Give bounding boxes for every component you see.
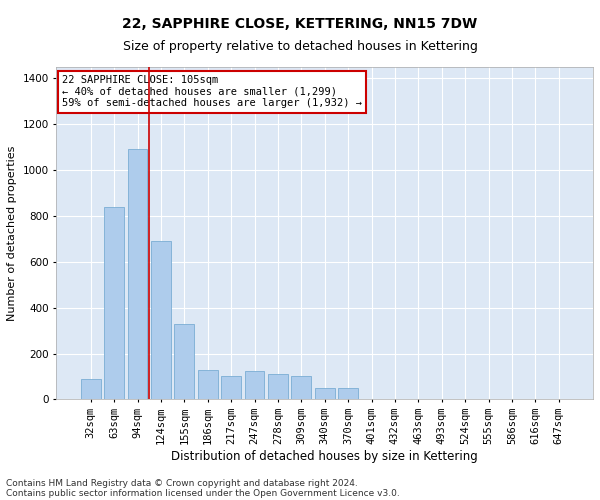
Bar [104,207,124,400]
Text: Size of property relative to detached houses in Kettering: Size of property relative to detached ho… [122,40,478,53]
Bar [128,150,148,400]
Bar [315,388,335,400]
Text: 22, SAPPHIRE CLOSE, KETTERING, NN15 7DW: 22, SAPPHIRE CLOSE, KETTERING, NN15 7DW [122,18,478,32]
Text: Contains public sector information licensed under the Open Government Licence v3: Contains public sector information licen… [6,488,400,498]
X-axis label: Distribution of detached houses by size in Kettering: Distribution of detached houses by size … [172,450,478,463]
Bar [292,376,311,400]
Bar [221,376,241,400]
Text: 22 SAPPHIRE CLOSE: 105sqm
← 40% of detached houses are smaller (1,299)
59% of se: 22 SAPPHIRE CLOSE: 105sqm ← 40% of detac… [62,76,362,108]
Y-axis label: Number of detached properties: Number of detached properties [7,146,17,321]
Bar [268,374,288,400]
Bar [175,324,194,400]
Text: Contains HM Land Registry data © Crown copyright and database right 2024.: Contains HM Land Registry data © Crown c… [6,478,358,488]
Bar [81,378,101,400]
Bar [245,370,265,400]
Bar [198,370,218,400]
Bar [338,388,358,400]
Bar [151,241,171,400]
